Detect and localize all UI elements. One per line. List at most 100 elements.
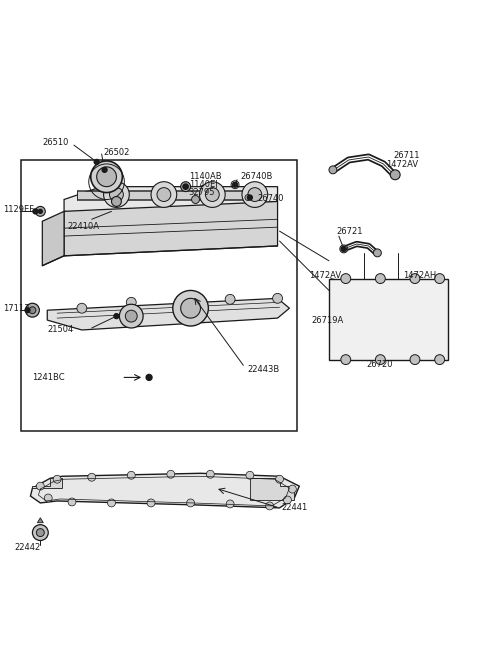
Polygon shape xyxy=(64,202,277,256)
Circle shape xyxy=(109,187,123,202)
Circle shape xyxy=(36,529,44,536)
Circle shape xyxy=(29,307,36,314)
Text: 1129EF: 1129EF xyxy=(3,205,34,214)
Circle shape xyxy=(390,170,400,179)
Circle shape xyxy=(36,482,44,490)
Circle shape xyxy=(53,476,61,483)
Text: 22442: 22442 xyxy=(14,543,41,552)
Circle shape xyxy=(77,303,87,313)
Text: 1472AV: 1472AV xyxy=(386,160,419,170)
Polygon shape xyxy=(37,517,43,523)
Text: 26740: 26740 xyxy=(258,194,284,203)
Circle shape xyxy=(273,293,283,303)
Circle shape xyxy=(173,290,208,326)
Text: 1140EJ: 1140EJ xyxy=(189,180,217,189)
Circle shape xyxy=(373,249,381,257)
Circle shape xyxy=(242,181,268,208)
Circle shape xyxy=(94,159,99,164)
Circle shape xyxy=(111,196,121,206)
Circle shape xyxy=(226,500,234,508)
Text: 26502: 26502 xyxy=(104,147,130,157)
Text: 22410A: 22410A xyxy=(67,221,99,231)
Circle shape xyxy=(127,472,135,479)
Circle shape xyxy=(114,314,119,318)
Text: 26719A: 26719A xyxy=(311,316,343,325)
Circle shape xyxy=(340,245,348,253)
Circle shape xyxy=(25,303,39,317)
Text: 22443B: 22443B xyxy=(247,365,279,374)
Circle shape xyxy=(247,195,252,200)
Circle shape xyxy=(33,525,48,540)
Circle shape xyxy=(120,305,143,328)
Circle shape xyxy=(38,210,42,214)
Text: 22441: 22441 xyxy=(281,504,308,512)
Circle shape xyxy=(233,182,238,187)
Circle shape xyxy=(36,206,45,216)
Circle shape xyxy=(435,354,444,365)
Polygon shape xyxy=(64,187,277,214)
Text: 26720: 26720 xyxy=(367,360,393,369)
Polygon shape xyxy=(42,212,64,266)
Circle shape xyxy=(146,375,152,381)
Circle shape xyxy=(435,274,444,284)
Circle shape xyxy=(192,196,200,204)
Circle shape xyxy=(375,274,385,284)
Text: 21504: 21504 xyxy=(47,326,73,335)
Circle shape xyxy=(167,470,175,478)
Circle shape xyxy=(341,354,351,365)
Text: 1472AV: 1472AV xyxy=(309,271,341,280)
Text: 32795: 32795 xyxy=(189,188,215,197)
Circle shape xyxy=(126,297,136,307)
Circle shape xyxy=(276,476,284,483)
Circle shape xyxy=(125,310,137,322)
Circle shape xyxy=(288,485,296,493)
Circle shape xyxy=(200,181,225,208)
Circle shape xyxy=(206,470,214,478)
Circle shape xyxy=(33,209,38,214)
Polygon shape xyxy=(30,474,300,508)
Text: 1472AH: 1472AH xyxy=(403,271,436,280)
Polygon shape xyxy=(250,478,294,500)
Circle shape xyxy=(157,187,171,202)
Text: 1140AB: 1140AB xyxy=(189,172,221,181)
Circle shape xyxy=(266,502,274,510)
Circle shape xyxy=(183,184,188,189)
Circle shape xyxy=(187,499,194,507)
Circle shape xyxy=(68,498,76,506)
Circle shape xyxy=(88,474,96,481)
Bar xyxy=(21,160,297,431)
Circle shape xyxy=(25,308,30,312)
Circle shape xyxy=(176,295,186,305)
Circle shape xyxy=(410,354,420,365)
Circle shape xyxy=(341,274,351,284)
Circle shape xyxy=(108,499,116,507)
Circle shape xyxy=(245,195,251,200)
Circle shape xyxy=(96,167,117,187)
Text: 26510: 26510 xyxy=(42,138,69,147)
Circle shape xyxy=(225,294,235,305)
Text: 17113: 17113 xyxy=(3,304,29,312)
Circle shape xyxy=(341,246,346,252)
Text: 1241BC: 1241BC xyxy=(33,373,65,382)
Circle shape xyxy=(284,496,291,504)
Circle shape xyxy=(102,168,107,172)
Polygon shape xyxy=(47,298,289,330)
Circle shape xyxy=(375,354,385,365)
Circle shape xyxy=(410,274,420,284)
Circle shape xyxy=(246,472,254,479)
Text: 26740B: 26740B xyxy=(240,172,272,181)
Polygon shape xyxy=(33,478,62,488)
Circle shape xyxy=(147,499,155,507)
Text: 26721: 26721 xyxy=(337,227,363,236)
Bar xyxy=(329,278,447,360)
Circle shape xyxy=(91,161,122,193)
Circle shape xyxy=(180,298,201,318)
Polygon shape xyxy=(248,194,258,202)
Circle shape xyxy=(44,494,52,502)
Circle shape xyxy=(205,187,219,202)
Circle shape xyxy=(329,166,337,174)
Circle shape xyxy=(183,184,188,189)
Text: 26711: 26711 xyxy=(393,151,420,160)
Circle shape xyxy=(151,181,177,208)
Circle shape xyxy=(180,181,191,192)
